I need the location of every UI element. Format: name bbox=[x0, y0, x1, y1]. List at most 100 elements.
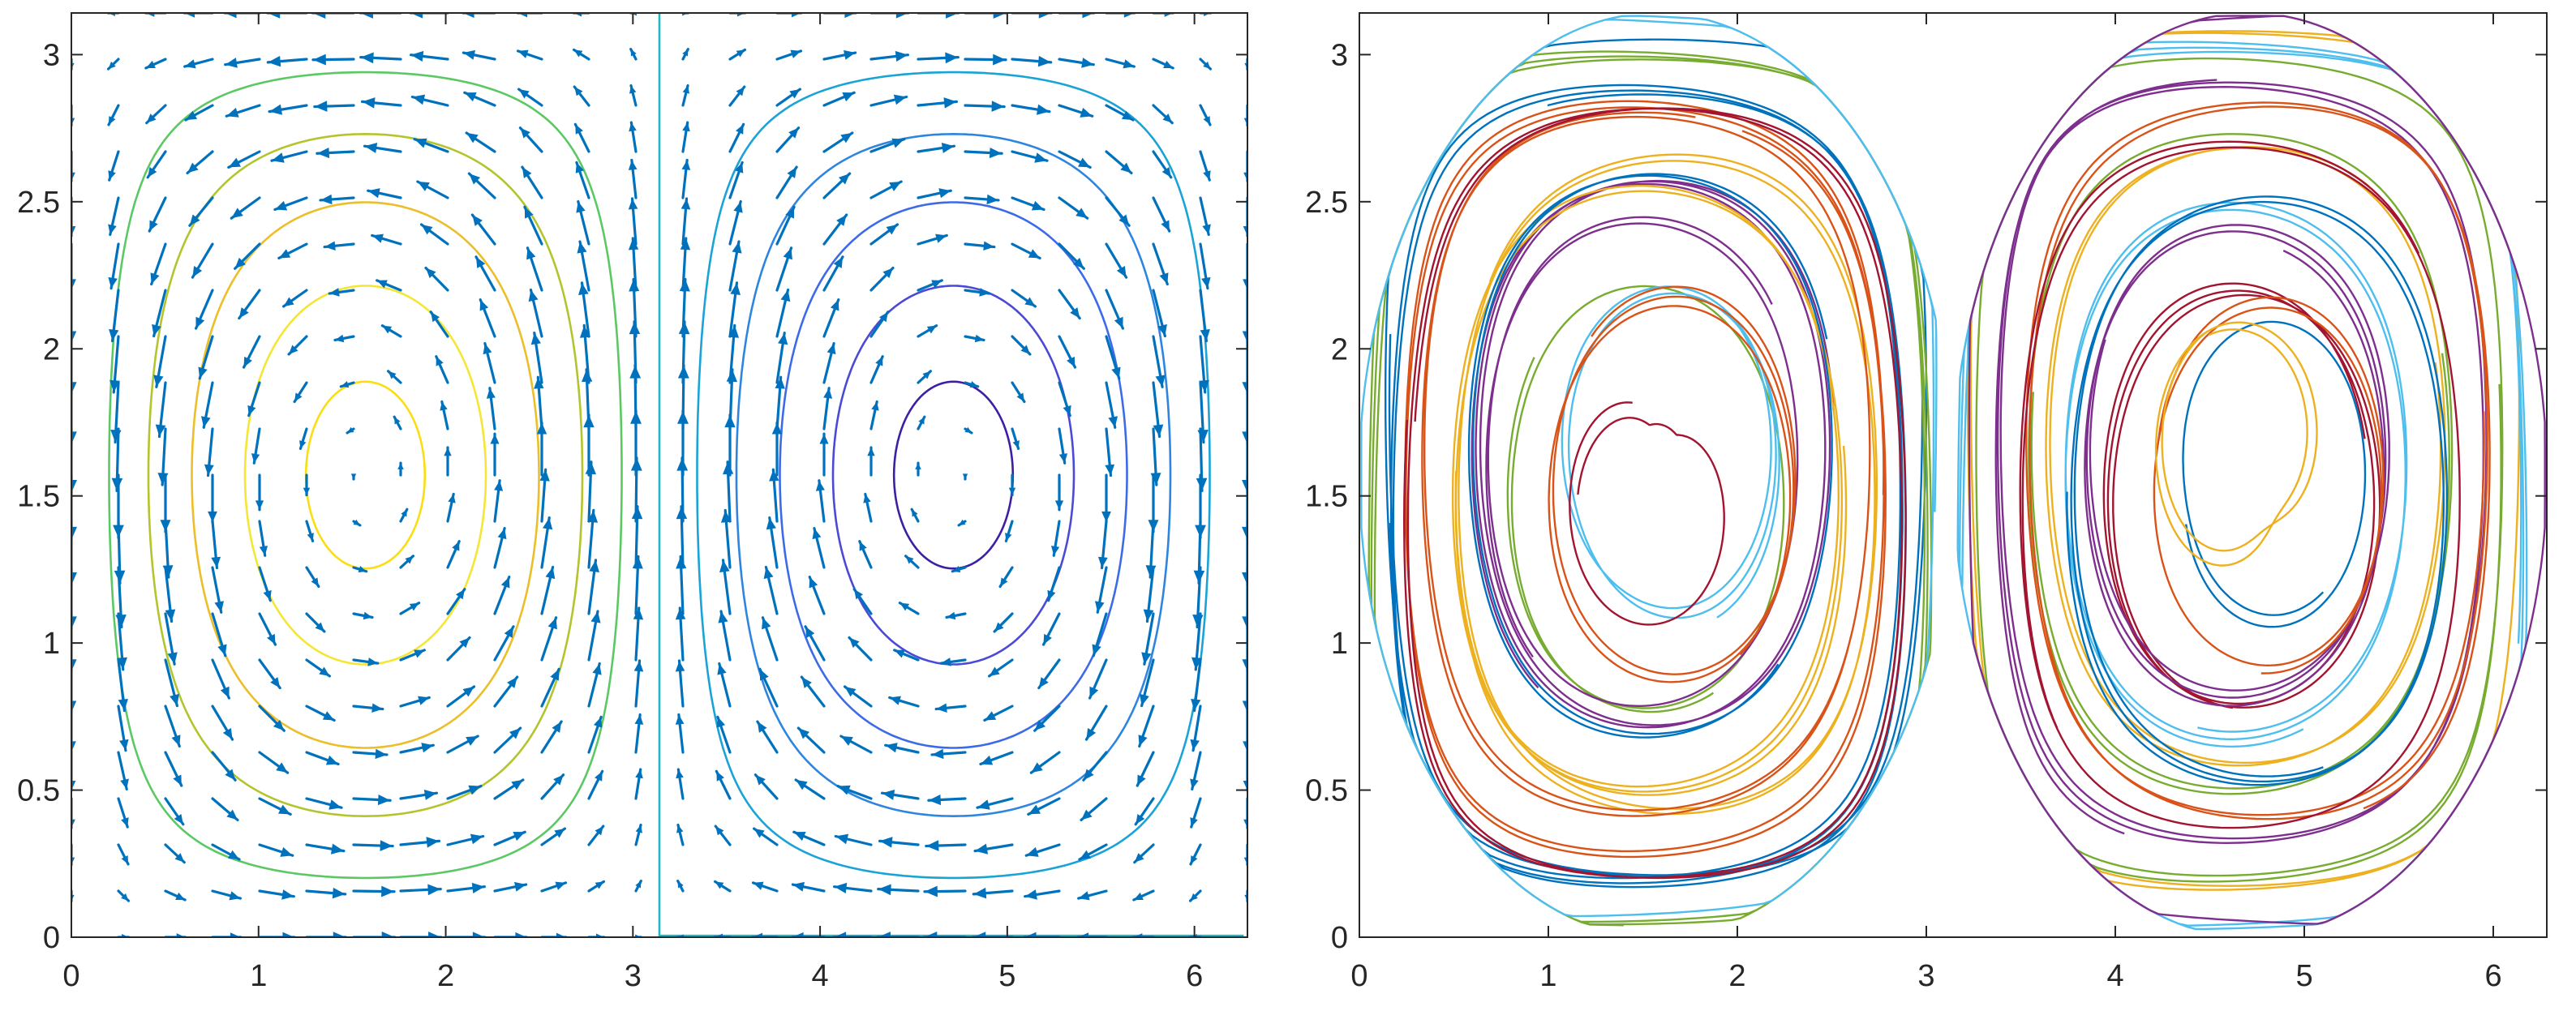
trajectory-ticks bbox=[1359, 13, 2547, 938]
quiver-arrow bbox=[446, 735, 479, 754]
quiver-arrow bbox=[964, 288, 991, 297]
quiver-arrow bbox=[1105, 104, 1135, 122]
quiver-arrow bbox=[964, 13, 1008, 19]
quiver-arrow bbox=[964, 426, 973, 435]
quiver-arrow bbox=[964, 147, 1003, 159]
quiver-arrow bbox=[117, 658, 128, 713]
quiver-arrow bbox=[109, 289, 120, 343]
trajectory-line bbox=[1451, 185, 1848, 796]
quiver-arrow bbox=[1037, 658, 1061, 690]
quiver-arrow bbox=[188, 196, 214, 227]
quiver-arrow bbox=[352, 657, 380, 666]
quiver-arrow bbox=[869, 266, 895, 292]
quiver-arrow bbox=[208, 473, 217, 524]
quiver-arrow bbox=[530, 331, 543, 384]
quiver-arrow bbox=[305, 932, 347, 937]
quiver-arrow bbox=[71, 797, 75, 829]
quiver-arrow bbox=[479, 298, 496, 338]
trajectory-line bbox=[1385, 38, 1928, 876]
quiver-arrow bbox=[775, 165, 798, 199]
trajectory-line bbox=[1402, 107, 1907, 880]
y-tick-label: 0 bbox=[43, 921, 60, 955]
quiver-arrow bbox=[106, 58, 120, 71]
quiver-arrow bbox=[108, 196, 120, 237]
trajectory-line bbox=[1421, 111, 1871, 817]
quiver-arrow bbox=[319, 194, 355, 205]
x-tick-label: 5 bbox=[2295, 959, 2312, 993]
quiver-arrow bbox=[71, 658, 77, 714]
quiver-arrow bbox=[287, 335, 308, 356]
quiver-contour-ticks bbox=[71, 13, 1247, 938]
quiver-arrow bbox=[1133, 843, 1155, 864]
quiver-arrow bbox=[1011, 150, 1049, 163]
quiver-arrow bbox=[393, 415, 402, 430]
quiver-arrow bbox=[311, 54, 355, 66]
quiver-arrow bbox=[470, 213, 496, 246]
quiver-arrow bbox=[410, 50, 449, 62]
quiver-arrow bbox=[238, 289, 261, 320]
quiver-arrow bbox=[634, 713, 644, 754]
trajectory-line bbox=[1485, 216, 1799, 707]
quiver-arrow bbox=[160, 473, 171, 533]
quiver-arrow bbox=[446, 882, 486, 893]
quiver-arrow bbox=[1190, 751, 1202, 791]
quiver-arrow bbox=[832, 932, 873, 937]
quiver-arrow bbox=[540, 773, 565, 800]
quiver-arrow bbox=[812, 527, 826, 569]
quiver-arrow bbox=[893, 649, 920, 662]
quiver-arrow bbox=[833, 882, 873, 893]
quiver-arrow bbox=[155, 381, 167, 439]
quiver-arrow bbox=[1242, 612, 1247, 673]
quiver-arrow bbox=[224, 58, 261, 68]
quiver-arrow bbox=[796, 726, 826, 754]
quiver-arrow bbox=[71, 612, 77, 673]
quiver-arrow bbox=[359, 52, 402, 64]
quiver-arrow bbox=[728, 85, 746, 107]
quiver-arrow bbox=[399, 555, 415, 569]
trajectory-line bbox=[2102, 282, 2381, 709]
quiver-arrow bbox=[964, 101, 1006, 112]
quiver-arrow bbox=[769, 468, 779, 523]
quiver-arrow bbox=[1152, 196, 1171, 233]
quiver-arrow bbox=[848, 636, 873, 662]
quiver-arrow bbox=[676, 768, 685, 800]
quiver-arrow bbox=[822, 387, 833, 430]
quiver-arrow bbox=[1243, 705, 1247, 754]
quiver-arrow bbox=[822, 342, 836, 384]
quiver-arrow bbox=[1105, 381, 1118, 429]
quiver-arrow bbox=[869, 94, 908, 107]
quiver-contour-tick-labels: 0 1 2 3 4 5 6 0 0.5 1 1.5 2 2.5 3 bbox=[17, 38, 1203, 993]
quiver-arrow bbox=[313, 101, 355, 112]
trajectory-line bbox=[2028, 133, 2454, 795]
quiver-arrow bbox=[467, 172, 496, 199]
quiver-arrow bbox=[587, 933, 606, 937]
quiver-arrow bbox=[766, 516, 779, 569]
quiver-arrow bbox=[211, 566, 225, 614]
quiver-arrow bbox=[1199, 104, 1212, 126]
quiver-arrow bbox=[266, 13, 308, 19]
quiver-arrow bbox=[587, 610, 601, 662]
quiver-arrow bbox=[534, 375, 544, 430]
x-tick-label: 1 bbox=[250, 959, 267, 993]
y-tick-label: 2.5 bbox=[17, 186, 60, 220]
quiver-arrow bbox=[523, 205, 543, 246]
quiver-arrow bbox=[152, 289, 167, 338]
quiver-arrow bbox=[71, 520, 77, 587]
quiver-arrow bbox=[775, 375, 785, 430]
trajectory-axes: 0 1 2 3 4 5 6 0 0.5 1 1.5 2 2.5 3 bbox=[1305, 12, 2548, 993]
y-tick-label: 3 bbox=[43, 38, 60, 72]
quiver-arrow bbox=[728, 161, 744, 199]
quiver-arrow bbox=[446, 636, 471, 662]
quiver-arrow bbox=[71, 242, 76, 292]
quiver-arrow bbox=[1101, 473, 1111, 524]
trajectory-line bbox=[2045, 146, 2446, 767]
quiver-arrow bbox=[1033, 705, 1061, 732]
trajectory-line bbox=[1561, 285, 1780, 619]
quiver-arrow bbox=[917, 52, 960, 64]
quiver-arrow bbox=[869, 223, 899, 246]
quiver-arrow bbox=[150, 242, 167, 286]
quiver-arrow bbox=[399, 696, 431, 708]
quiver-arrow bbox=[517, 88, 543, 107]
quiver-arrow bbox=[843, 685, 873, 708]
trajectory-line bbox=[1367, 50, 1933, 927]
